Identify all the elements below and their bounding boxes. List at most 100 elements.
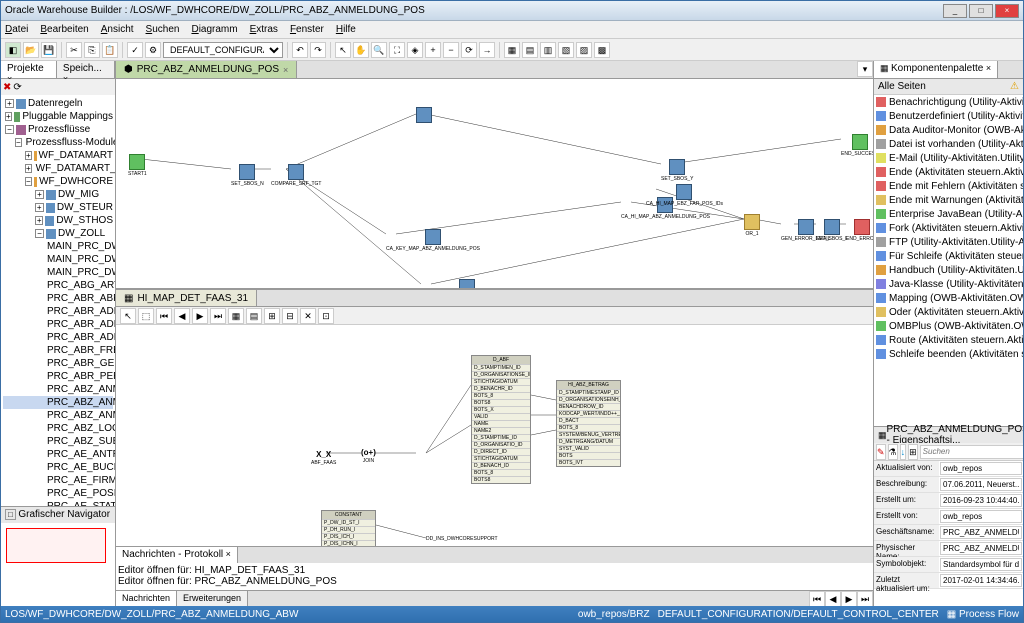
tree-item[interactable]: +Pluggable Mappings (3, 110, 113, 123)
tree-item[interactable]: PRC_ABR_GEPAE (3, 357, 113, 370)
msg-nav-prev[interactable]: ◀ (825, 591, 841, 606)
menu-diagramm[interactable]: Diagramm (191, 24, 237, 35)
tree-item[interactable]: PRC_ABR_ADRES (3, 331, 113, 344)
tree-item[interactable]: +DW_MIG (3, 188, 113, 201)
map-table-box[interactable]: CONSTANTP_DW_ID_ST_IP_DH_RUN_IP_DIS_ICH_… (321, 510, 376, 546)
pt-tree-icon[interactable]: ⊞ (908, 444, 918, 460)
tree-item[interactable]: PRC_ABZ_ANMEI (3, 409, 113, 422)
msg-btab-erweiterungen[interactable]: Erweiterungen (177, 591, 248, 606)
tb-layout3-icon[interactable]: ▥ (540, 42, 556, 58)
tb-nav-icon[interactable]: ◈ (407, 42, 423, 58)
tree-item[interactable]: PRC_ABG_ART_V (3, 279, 113, 292)
mt-9[interactable]: ⊞ (264, 308, 280, 324)
mt-7[interactable]: ▦ (228, 308, 244, 324)
tree-item[interactable]: PRC_ABZ_ANMEI (3, 383, 113, 396)
palette-item[interactable]: E-Mail (Utility-Aktivitäten.Utility-Akti… (874, 151, 1023, 165)
tree-item[interactable]: PRC_ABR_ABFIN (3, 292, 113, 305)
palette-section[interactable]: Alle Seiten ⚠ (874, 79, 1023, 95)
pt-edit-icon[interactable]: ✎ (876, 444, 886, 460)
pt-filter-icon[interactable]: ⚗ (888, 444, 898, 460)
tree-item[interactable]: −Prozessfluss-Module (3, 136, 113, 149)
tree-item[interactable]: PRC_ABZ_ANMEI (3, 396, 113, 409)
tree-refresh-icon[interactable]: ⟳ (13, 82, 21, 93)
msg-nav-first[interactable]: ⏮ (809, 591, 825, 606)
tb-layout2-icon[interactable]: ▤ (522, 42, 538, 58)
tree-item[interactable]: −DW_ZOLL (3, 227, 113, 240)
tab-projekte[interactable]: Projekte × (1, 61, 57, 78)
tree-item[interactable]: MAIN_PRC_DW_I (3, 266, 113, 279)
tb-validate-icon[interactable]: ✓ (127, 42, 143, 58)
palette-item[interactable]: Mapping (OWB-Aktivitäten.OWB-Aktivitäten… (874, 291, 1023, 305)
tree-item[interactable]: +WF_DATAMART_DEBUG (3, 162, 113, 175)
property-value-input[interactable] (940, 542, 1022, 555)
tb-zoomin-icon[interactable]: + (425, 42, 441, 58)
tree-close-icon[interactable]: ✖ (3, 82, 11, 93)
diagram-node[interactable]: OR_1 (744, 214, 760, 237)
mt-12[interactable]: ⊡ (318, 308, 334, 324)
tb-pointer-icon[interactable]: ↖ (335, 42, 351, 58)
palette-item[interactable]: Route (Aktivitäten steuern.Aktivitäten s… (874, 333, 1023, 347)
tb-new-icon[interactable]: ◧ (5, 42, 21, 58)
diagram-node[interactable]: COMPARE_SRF_TGT (271, 164, 321, 187)
palette-item[interactable]: Oder (Aktivitäten steuern.Aktivitäten st… (874, 305, 1023, 319)
diagram-node[interactable]: CA_WT_MAP_ABZ_ANMELDUNG_POS (421, 279, 513, 289)
diagram-node[interactable] (416, 107, 432, 124)
tree-item[interactable]: MAIN_PRC_DW_I (3, 240, 113, 253)
mt-4[interactable]: ◀ (174, 308, 190, 324)
tb-hand-icon[interactable]: ✋ (353, 42, 369, 58)
menu-ansicht[interactable]: Ansicht (101, 24, 134, 35)
project-tree[interactable]: +Datenregeln+Pluggable Mappings−Prozessf… (1, 95, 115, 506)
tb-redo-icon[interactable]: ↷ (310, 42, 326, 58)
menu-bearbeiten[interactable]: Bearbeiten (40, 24, 88, 35)
palette-item[interactable]: Für Schleife (Aktivitäten steuern.Aktivi… (874, 249, 1023, 263)
diagram-node[interactable]: START1 (128, 154, 147, 177)
diagram-node[interactable]: SET_SBOS_E (816, 219, 849, 242)
tb-layout5-icon[interactable]: ▨ (576, 42, 592, 58)
palette-item[interactable]: Ende (Aktivitäten steuern.Aktivitäten st… (874, 165, 1023, 179)
process-diagram[interactable]: START1SET_SBOS_NCOMPARE_SRF_TGTCA_KEY_MA… (116, 79, 873, 289)
palette-item[interactable]: Handbuch (Utility-Aktivitäten.Utility-Ak… (874, 263, 1023, 277)
msg-nav-next[interactable]: ▶ (841, 591, 857, 606)
mt-3[interactable]: ⏮ (156, 308, 172, 324)
diagram-node[interactable]: CA_HI_MAP_EBZ_FAR_POS_IDs (646, 184, 723, 207)
palette-item[interactable]: Java-Klasse (Utility-Aktivitäten.Utility… (874, 277, 1023, 291)
tb-goto-icon[interactable]: → (479, 42, 495, 58)
pt-sort-icon[interactable]: ↓ (900, 444, 907, 460)
tab-speich[interactable]: Speich... × (57, 61, 115, 78)
tb-undo-icon[interactable]: ↶ (292, 42, 308, 58)
palette-item[interactable]: Ende mit Fehlern (Aktivitäten steuern.Ak… (874, 179, 1023, 193)
tab-hi-map[interactable]: ▦ HI_MAP_DET_FAAS_31 (116, 290, 257, 306)
tree-item[interactable]: PRC_ABR_ADRES (3, 305, 113, 318)
tab-close-icon[interactable]: × (283, 65, 288, 75)
palette-item[interactable]: Datei ist vorhanden (Utility-Aktivitäten… (874, 137, 1023, 151)
palette-tab[interactable]: ▦ Komponentenpalette × (874, 61, 998, 78)
tb-paste-icon[interactable]: 📋 (102, 42, 118, 58)
tree-item[interactable]: PRC_AE_POSITI (3, 487, 113, 500)
property-value-input[interactable] (940, 494, 1022, 507)
tree-item[interactable]: PRC_ABZ_SUBVI (3, 435, 113, 448)
mt-2[interactable]: ⬚ (138, 308, 154, 324)
property-value-input[interactable] (940, 526, 1022, 539)
msg-btab-nachrichten[interactable]: Nachrichten (116, 591, 177, 606)
menu-datei[interactable]: Datei (5, 24, 28, 35)
property-value-input[interactable] (940, 462, 1022, 475)
mt-10[interactable]: ⊟ (282, 308, 298, 324)
property-value-input[interactable] (940, 558, 1022, 571)
tree-item[interactable]: PRC_AE_BUCHUP (3, 461, 113, 474)
tree-item[interactable]: MAIN_PRC_DW_I (3, 253, 113, 266)
palette-item[interactable]: Fork (Aktivitäten steuern.Aktivitäten st… (874, 221, 1023, 235)
config-combo[interactable]: DEFAULT_CONFIGURATI... (163, 42, 283, 58)
palette-item[interactable]: Enterprise JavaBean (Utility-Aktivitäten… (874, 207, 1023, 221)
map-node[interactable]: (o+)JOIN (361, 448, 376, 464)
tb-layout1-icon[interactable]: ▦ (504, 42, 520, 58)
tree-item[interactable]: PRC_ABR_PERSO (3, 370, 113, 383)
diagram-node[interactable]: SET_SBOS_Y (661, 159, 694, 182)
props-search[interactable] (920, 445, 1023, 459)
mt-11[interactable]: ✕ (300, 308, 316, 324)
palette-item[interactable]: Benutzerdefiniert (Utility-Aktivitäten.U… (874, 109, 1023, 123)
diagram-node[interactable]: SET_SBOS_N (231, 164, 264, 187)
tree-item[interactable]: PRC_ABZ_LOCAT (3, 422, 113, 435)
tab-menu-icon[interactable]: ▾ (857, 61, 873, 77)
tb-copy-icon[interactable]: ⎘ (84, 42, 100, 58)
tb-open-icon[interactable]: 📂 (23, 42, 39, 58)
